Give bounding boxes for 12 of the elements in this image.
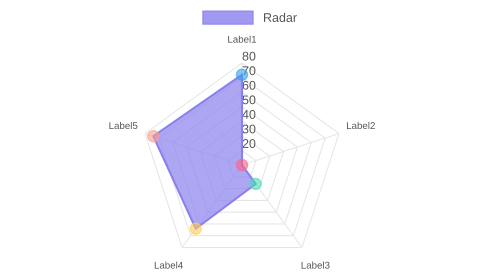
y-tick-label: 30	[242, 124, 256, 134]
spoke-label: Label4	[154, 262, 183, 269]
y-tick-label: 50	[242, 95, 256, 104]
y-tick-label: 40	[242, 110, 256, 119]
y-tick-label: 20	[242, 139, 256, 148]
spoke-label: Label5	[109, 122, 138, 130]
legend-label: Radar	[264, 12, 297, 22]
spoke-label: Label3	[302, 262, 330, 269]
y-tick-label: 80	[242, 52, 256, 61]
spoke-label: Label2	[346, 122, 375, 130]
y-tick-label: 60	[242, 80, 256, 90]
spoke-label: Label1	[228, 36, 256, 43]
